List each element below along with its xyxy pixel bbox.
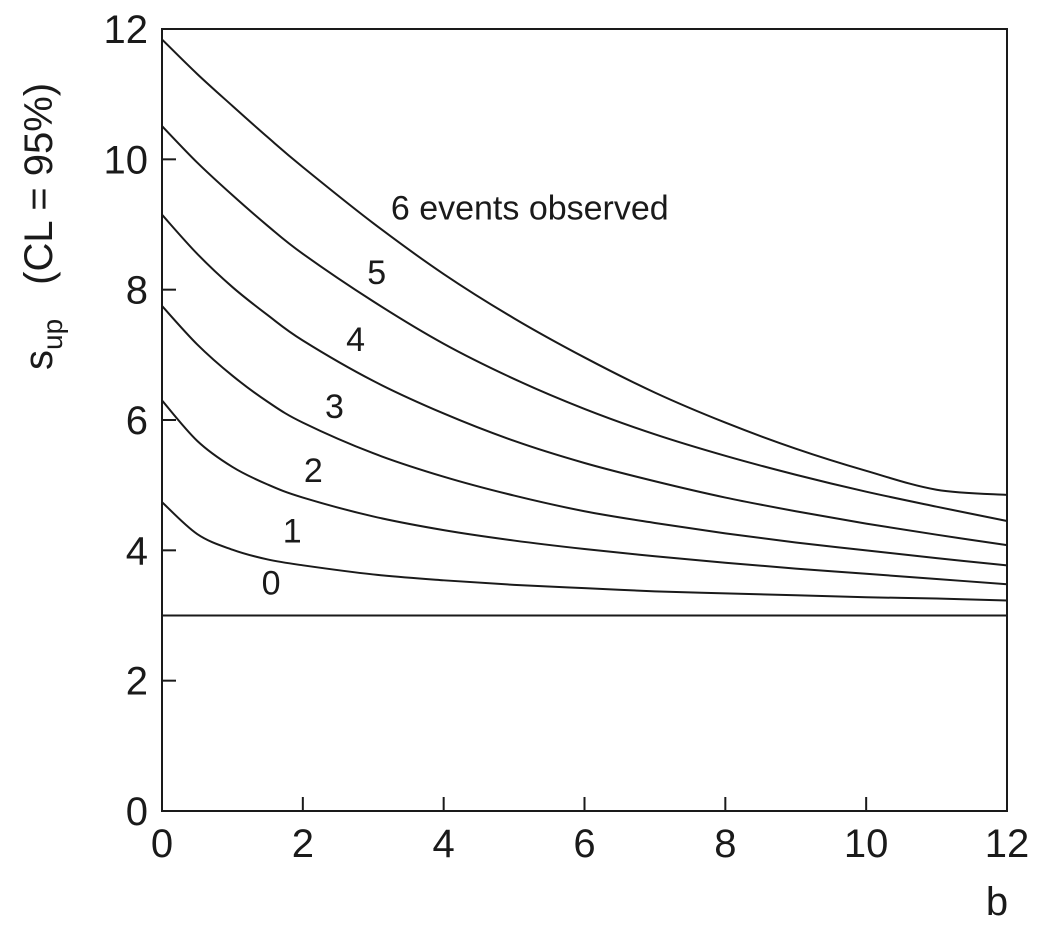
x-tick-label-12: 12 [985,822,1030,866]
curve-label-n-4: 4 [346,321,365,359]
y-axis-label-main: s [17,350,61,370]
y-tick-label-0: 0 [126,790,148,834]
y-tick-label-4: 4 [126,529,148,573]
curve-label-n-2: 2 [304,452,323,490]
x-tick-label-10: 10 [844,822,889,866]
y-axis-label-suffix: (CL = 95%) [17,83,61,285]
y-tick-label-6: 6 [126,399,148,443]
curve-label-n-5: 5 [367,254,386,292]
curve-n-5 [161,125,1008,522]
curve-label-n-1: 1 [283,513,302,551]
svg-text:sup(CL = 95%): sup (CL = 95%) [17,83,68,370]
curve-n-4 [161,214,1008,547]
curve-label-n-3: 3 [325,388,344,426]
y-tick-label-10: 10 [104,138,149,182]
curves [161,38,1008,617]
x-tick-label-2: 2 [292,822,314,866]
x-tick-label-6: 6 [573,822,595,866]
curve-label-n-0: 0 [262,565,281,603]
y-axis-label-sub: up [37,319,68,350]
x-axis: 0 2 4 6 8 10 12 [151,797,1029,866]
y-tick-label-8: 8 [126,269,148,313]
y-axis-label: sup (CL = 95%) [17,83,68,370]
plot-area [161,28,1008,812]
x-tick-label-4: 4 [433,822,455,866]
y-axis: 0 2 4 6 8 10 12 [104,8,176,834]
curve-n-3 [161,305,1008,567]
y-tick-label-12: 12 [104,8,149,52]
curve-n-1 [161,501,1008,602]
x-tick-label-8: 8 [714,822,736,866]
curve-n-6 [161,38,1008,496]
y-tick-label-2: 2 [126,660,148,704]
curve-label-n-6: 6 events observed [391,190,669,228]
curve-n-2 [161,399,1008,586]
plot-frame [161,28,1008,812]
x-axis-label: b [986,880,1008,924]
x-tick-label-0: 0 [151,822,173,866]
